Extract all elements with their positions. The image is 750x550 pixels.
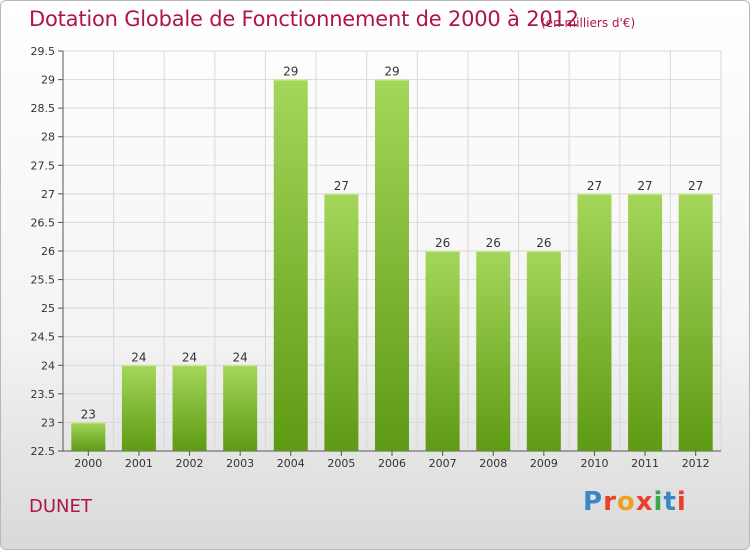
bar <box>678 193 713 451</box>
y-tick-label: 29 <box>41 74 55 87</box>
data-label: 27 <box>688 179 703 193</box>
bar <box>375 79 409 452</box>
logo-letter: t <box>663 487 677 517</box>
data-label: 29 <box>384 65 399 79</box>
y-tick-label: 23.5 <box>31 388 56 401</box>
y-tick-label: 27.5 <box>31 159 56 172</box>
y-tick-label: 28.5 <box>31 102 56 115</box>
y-tick-label: 26 <box>41 245 55 258</box>
bar <box>476 251 511 451</box>
x-tick-label: 2008 <box>479 457 507 470</box>
y-tick-label: 29.5 <box>31 45 56 58</box>
data-label: 24 <box>182 350 197 364</box>
data-label: 23 <box>81 407 96 421</box>
logo-letter: i <box>653 487 664 517</box>
chart-title: Dotation Globale de Fonctionnement de 20… <box>29 7 579 31</box>
logo-letter: x <box>635 487 654 517</box>
data-label: 27 <box>637 179 652 193</box>
bar <box>121 365 156 451</box>
x-tick-label: 2012 <box>682 457 710 470</box>
bar <box>425 251 460 451</box>
data-label: 24 <box>131 350 146 364</box>
bar <box>71 422 106 451</box>
x-tick-label: 2006 <box>378 457 406 470</box>
x-tick-label: 2000 <box>74 457 102 470</box>
logo-letter: i <box>676 487 687 517</box>
y-tick-label: 23 <box>41 416 55 429</box>
y-tick-label: 24.5 <box>31 331 56 344</box>
y-tick-label: 22.5 <box>31 445 56 458</box>
y-tick-label: 27 <box>41 188 55 201</box>
commune-name: DUNET <box>29 496 92 517</box>
bar <box>273 79 308 452</box>
logo-letter: P <box>583 487 604 517</box>
y-tick-label: 28 <box>41 131 55 144</box>
y-tick-label: 25 <box>41 302 55 315</box>
x-tick-label: 2005 <box>327 457 355 470</box>
y-tick-label: 26.5 <box>31 216 56 229</box>
logo-letter: r <box>603 487 617 517</box>
x-tick-label: 2004 <box>277 457 305 470</box>
bar <box>526 251 561 451</box>
data-label: 26 <box>435 236 450 250</box>
y-tick-label: 24 <box>41 359 55 372</box>
x-tick-label: 2010 <box>580 457 608 470</box>
bar <box>172 365 207 451</box>
logo-letter: o <box>616 487 636 517</box>
data-label: 27 <box>334 179 349 193</box>
x-tick-label: 2003 <box>226 457 254 470</box>
data-label: 26 <box>536 236 551 250</box>
unit-note: (en milliers d'€) <box>541 16 636 30</box>
x-tick-label: 2007 <box>429 457 457 470</box>
data-label: 29 <box>283 65 298 79</box>
data-label: 24 <box>233 350 248 364</box>
x-tick-label: 2001 <box>125 457 153 470</box>
x-tick-label: 2011 <box>631 457 659 470</box>
data-label: 26 <box>486 236 501 250</box>
bar <box>628 193 663 451</box>
y-tick-label: 25.5 <box>31 274 56 287</box>
bar <box>324 193 359 451</box>
proxiti-logo: Proxiti <box>583 487 687 517</box>
bar <box>577 193 612 451</box>
x-tick-label: 2002 <box>176 457 204 470</box>
data-label: 27 <box>587 179 602 193</box>
x-tick-label: 2009 <box>530 457 558 470</box>
bar <box>223 365 258 451</box>
